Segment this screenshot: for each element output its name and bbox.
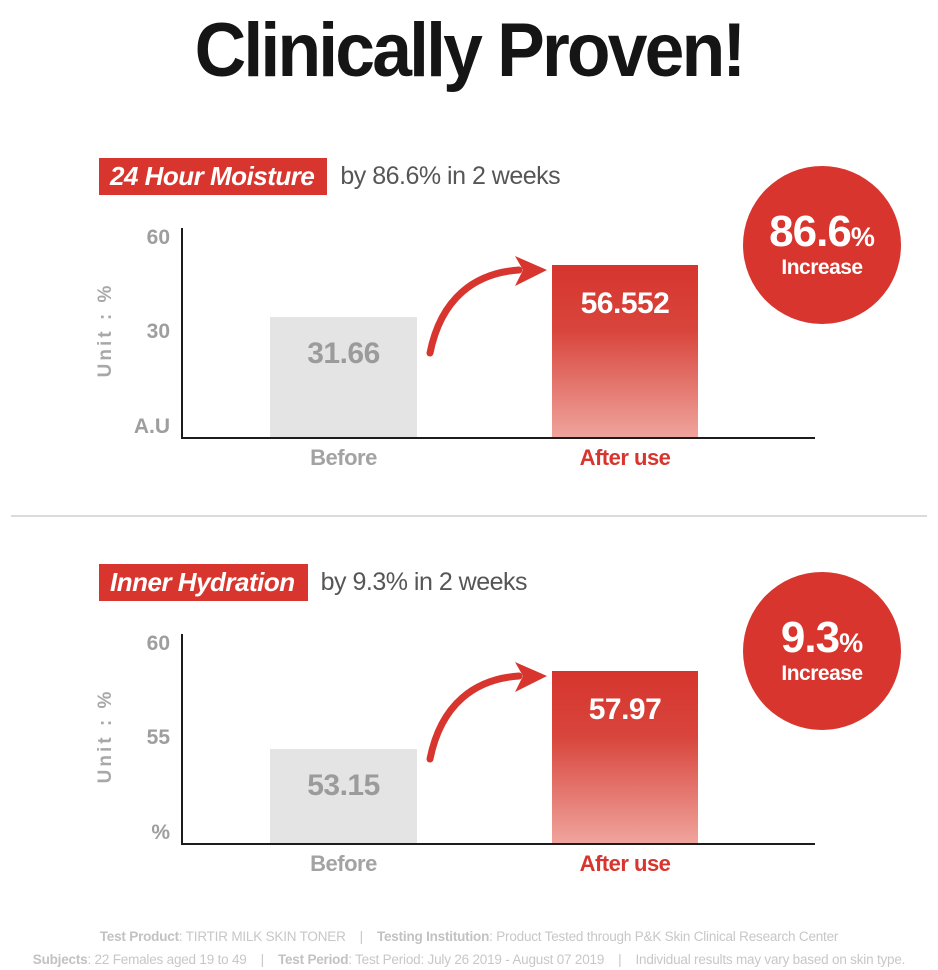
increase-badge: 9.3% Increase xyxy=(743,572,901,730)
section-header: 24 Hour Moisture by 86.6% in 2 weeks xyxy=(99,158,561,195)
y-tick-55: 55 xyxy=(146,726,170,749)
bar-before-value: 53.15 xyxy=(307,769,380,802)
increase-percent: 86.6% xyxy=(769,207,875,256)
y-tick-au: A.U xyxy=(133,415,170,438)
bar-after-value: 56.552 xyxy=(580,287,670,320)
chart-section-moisture: 24 Hour Moisture by 86.6% in 2 weeks Uni… xyxy=(0,140,938,516)
section-badge: Inner Hydration xyxy=(99,564,308,601)
increase-percent: 9.3% xyxy=(780,613,864,662)
plot-area xyxy=(181,634,815,845)
y-tick-60: 60 xyxy=(146,632,170,655)
y-tick-30: 30 xyxy=(146,320,170,343)
footer-line-1: Test Product: TIRTIR MILK SKIN TONER | Tes… xyxy=(99,929,839,944)
bar-before: 53.15 xyxy=(270,749,417,843)
x-label-after-use: After use xyxy=(579,851,671,876)
footer-line-2: Subjects: 22 Females aged 19 to 49 | Test … xyxy=(32,952,906,967)
bar-before-value: 31.66 xyxy=(307,337,380,370)
bar-after-value: 57.97 xyxy=(588,693,662,726)
footer-label-test-product: Test Product xyxy=(99,929,179,944)
footer-separator: | xyxy=(260,952,265,967)
footer-label-subjects: Subjects xyxy=(32,952,88,967)
page-title: Clinically Proven! xyxy=(194,7,747,93)
bar-after: 57.97 xyxy=(552,671,698,843)
section-header: Inner Hydration by 9.3% in 2 weeks xyxy=(99,564,528,601)
increase-badge: 86.6% Increase xyxy=(743,166,901,324)
increase-word: Increase xyxy=(781,662,863,685)
footer-label-testing-institution: Testing Institution xyxy=(376,929,490,944)
bar-after: 56.552 xyxy=(552,265,698,437)
footer-separator: | xyxy=(618,952,622,967)
x-label-before: Before xyxy=(310,445,377,470)
section-subtitle: by 9.3% in 2 weeks xyxy=(320,568,528,596)
footer-label-test-period: Test Period xyxy=(277,952,349,967)
y-tick-pct: % xyxy=(151,821,170,844)
increase-arrow-icon xyxy=(426,662,547,763)
x-label-after-use: After use xyxy=(579,445,671,470)
increase-word: Increase xyxy=(781,256,863,279)
plot-area xyxy=(181,228,815,439)
y-tick-60: 60 xyxy=(146,226,170,249)
section-subtitle: by 86.6% in 2 weeks xyxy=(340,162,561,190)
chart-section-hydration: Inner Hydration by 9.3% in 2 weeks Unit … xyxy=(0,546,938,922)
footer-separator: | xyxy=(359,929,364,944)
section-badge: 24 Hour Moisture xyxy=(99,158,328,195)
x-label-before: Before xyxy=(310,851,377,876)
increase-arrow-icon xyxy=(426,256,547,357)
footer-disclaimer: Individual results may vary based on ski… xyxy=(635,952,906,967)
section-divider xyxy=(11,515,927,517)
bar-before: 31.66 xyxy=(270,317,417,437)
